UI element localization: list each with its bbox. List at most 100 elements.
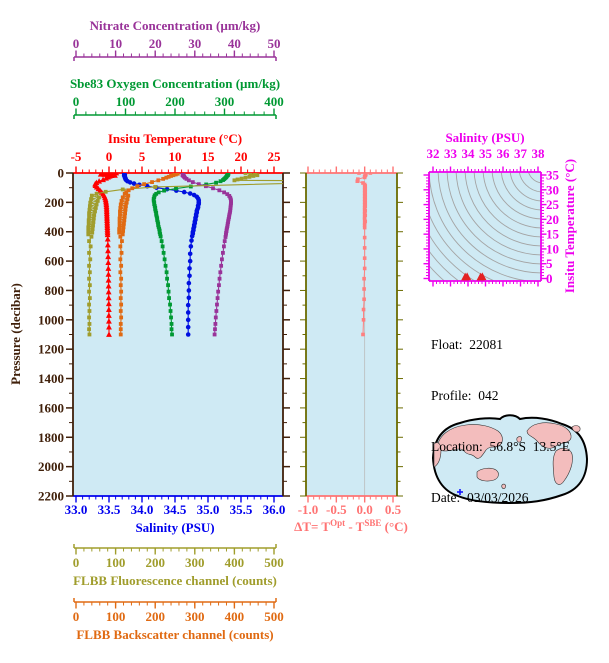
tick-label: 33: [444, 146, 458, 161]
pressure-tick-label: 1000: [38, 312, 64, 327]
data-marker: [216, 289, 221, 294]
data-marker: [87, 322, 92, 326]
data-marker: [181, 189, 187, 195]
float-info-profile: Profile: 042: [431, 388, 499, 403]
data-marker: [120, 187, 125, 192]
data-marker: [91, 216, 96, 221]
map-landmass: [476, 467, 499, 482]
tick-label: 0.0: [357, 502, 373, 517]
data-marker: [362, 221, 367, 226]
tick-label: 34.0: [131, 502, 154, 517]
data-marker: [87, 309, 92, 313]
data-marker: [106, 331, 112, 337]
data-marker: [362, 223, 367, 228]
tick-label: 0: [73, 555, 80, 570]
data-marker: [89, 234, 94, 239]
axis-oxygen: 0 100 200 300 400 Sbe83 Oxygen Concentration …: [70, 76, 284, 119]
data-marker: [248, 173, 253, 176]
tick-label: 33.0: [65, 502, 88, 517]
data-marker: [164, 270, 169, 275]
data-marker: [167, 296, 171, 300]
data-marker: [217, 283, 221, 288]
pressure-tick-label: 600: [45, 254, 65, 269]
data-marker: [222, 190, 227, 195]
axis-title: Nitrate Concentration (µm/kg): [90, 18, 261, 33]
data-marker: [121, 228, 126, 233]
data-marker: [156, 190, 161, 195]
data-marker: [171, 173, 176, 178]
tick-label: 33.5: [98, 502, 121, 517]
data-marker: [222, 244, 226, 249]
data-marker: [186, 280, 192, 286]
data-marker: [362, 256, 367, 260]
tick-label: 40: [228, 36, 241, 51]
tick-label: 0: [73, 609, 80, 624]
data-marker: [219, 263, 224, 268]
tick-label: 32: [427, 146, 440, 161]
data-marker: [361, 307, 366, 312]
tick-label: 36.0: [263, 502, 286, 517]
delta-t-plot: -1.0 -0.5 0.0 0.5ΔT= TOpt - TSBE (°C): [294, 166, 408, 534]
data-marker: [105, 282, 112, 289]
tick-label: 10: [169, 149, 182, 164]
data-marker: [362, 297, 366, 302]
tick-label: 200: [145, 609, 165, 624]
data-marker: [169, 315, 173, 320]
data-marker: [127, 180, 133, 185]
data-marker: [88, 257, 93, 262]
data-marker: [362, 246, 367, 250]
data-marker: [166, 283, 170, 288]
data-marker: [118, 332, 123, 337]
data-marker: [118, 202, 123, 207]
tick-label: 5: [546, 256, 553, 271]
tick-label: 35.0: [197, 502, 220, 517]
data-marker: [88, 200, 93, 205]
tick-label: 30: [188, 36, 201, 51]
map-landmass: [516, 436, 522, 443]
tick-label: 37: [514, 146, 528, 161]
data-marker: [122, 218, 127, 223]
data-marker: [361, 332, 365, 337]
map-landmass: [436, 424, 503, 459]
data-marker: [162, 257, 167, 262]
data-marker: [90, 227, 95, 231]
data-marker: [86, 218, 91, 223]
data-marker: [87, 250, 91, 255]
data-marker: [105, 271, 112, 277]
axis-title: FLBB Backscatter channel (counts): [76, 627, 273, 642]
data-marker: [185, 302, 191, 308]
data-marker: [89, 197, 93, 202]
data-marker: [87, 207, 92, 212]
data-marker: [106, 324, 112, 330]
data-marker: [87, 270, 92, 275]
tick-label: 300: [215, 94, 235, 109]
float-info-float: Float: 22081: [431, 337, 504, 352]
pressure-axis-title: Pressure (decibar): [8, 283, 23, 385]
data-marker: [105, 259, 112, 265]
map-landmass: [501, 483, 506, 489]
data-marker: [223, 235, 228, 239]
tick-label: -0.5: [326, 502, 347, 517]
data-marker: [118, 327, 123, 332]
data-marker: [213, 327, 217, 332]
float-info-date: Date: 03/03/2026: [431, 490, 529, 505]
data-marker: [362, 266, 367, 271]
data-marker: [122, 214, 127, 219]
data-marker: [362, 235, 367, 240]
data-marker: [169, 174, 173, 178]
data-marker: [105, 294, 112, 301]
data-marker: [87, 211, 91, 216]
data-marker: [187, 191, 193, 196]
data-marker: [87, 214, 91, 219]
ts-diagram-background: [429, 172, 541, 281]
data-marker: [185, 324, 191, 330]
data-marker: [92, 213, 97, 217]
ts-salinity-title: Salinity (PSU): [445, 130, 524, 145]
data-marker: [214, 180, 218, 185]
axis-title: Sbe83 Oxygen Concentration (µm/kg): [70, 76, 280, 91]
tick-label: 15: [546, 227, 560, 242]
profile-nitrate: [180, 173, 233, 337]
data-marker: [118, 244, 123, 249]
data-marker: [117, 227, 122, 231]
